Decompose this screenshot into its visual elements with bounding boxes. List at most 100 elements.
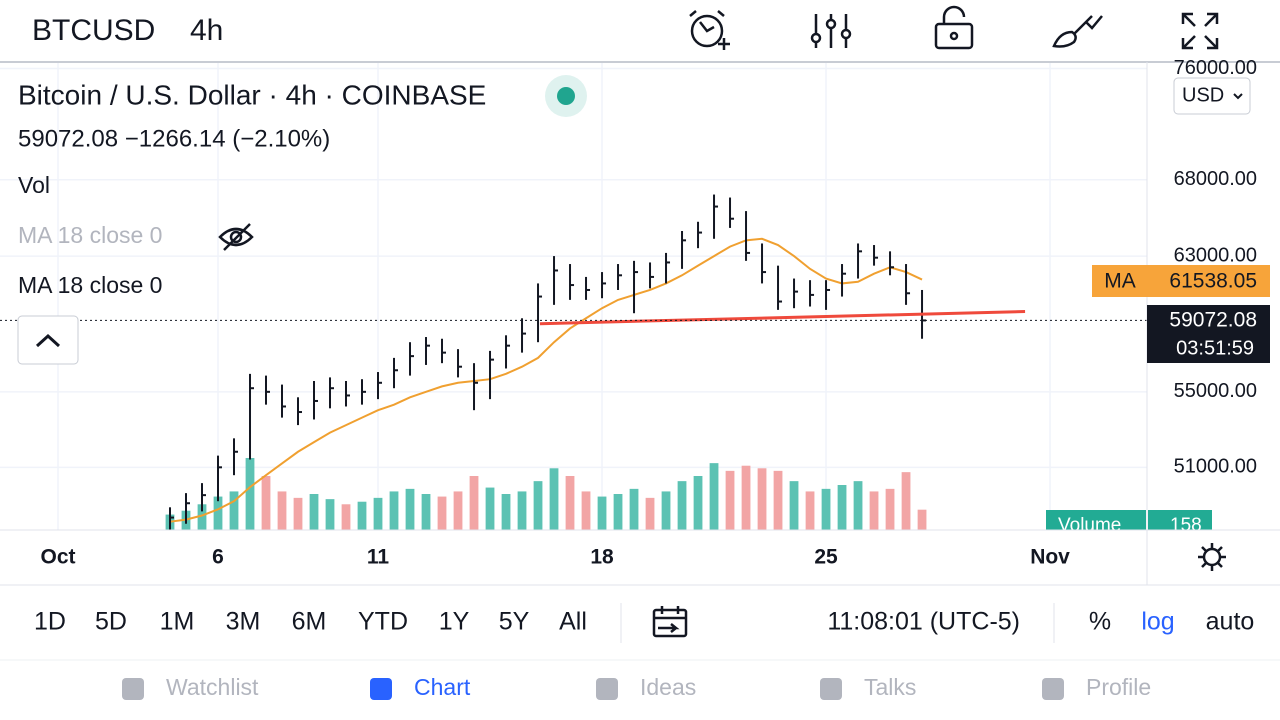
volume-bar — [245, 458, 255, 530]
x-tick-label: 25 — [814, 546, 838, 569]
nav-tab[interactable]: Watchlist — [166, 674, 259, 700]
auto-toggle[interactable]: auto — [1206, 608, 1255, 636]
volume-bar — [549, 468, 559, 530]
vol-legend[interactable]: Vol — [18, 172, 50, 198]
x-tick-label: Nov — [1030, 546, 1070, 569]
nav-icon[interactable] — [370, 678, 392, 700]
range-button[interactable]: 5D — [95, 608, 127, 636]
nav-icon[interactable] — [122, 678, 144, 700]
ma-badge-value: 61538.05 — [1169, 270, 1257, 293]
volume-bar — [597, 496, 607, 530]
range-button[interactable]: 1Y — [439, 608, 470, 636]
volume-bar — [501, 494, 511, 530]
volume-bar — [885, 488, 895, 530]
volume-bar — [645, 497, 655, 530]
volume-bar — [517, 491, 527, 530]
volume-bar — [277, 491, 287, 530]
ma-badge-value-bg — [1148, 265, 1270, 297]
range-button[interactable]: All — [559, 608, 587, 636]
range-button[interactable]: 3M — [226, 608, 261, 636]
time-scale: Oct 6 11 18 25 Nov — [40, 546, 1070, 569]
nav-tab[interactable]: Chart — [414, 674, 471, 700]
volume-pane — [165, 458, 927, 530]
brush-icon[interactable] — [1052, 15, 1103, 48]
market-status — [557, 87, 575, 105]
volume-bar — [213, 496, 223, 530]
nav-tab[interactable]: Profile — [1086, 674, 1151, 700]
currency[interactable]: USD — [1182, 84, 1224, 106]
volume-bar — [453, 491, 463, 530]
symbol[interactable]: BTCUSD — [32, 14, 155, 47]
volume-bar — [293, 497, 303, 530]
currency-select[interactable] — [1173, 77, 1251, 115]
nav-icon[interactable] — [1042, 678, 1064, 700]
volume-bar — [421, 494, 431, 530]
x-tick-label: Oct — [40, 546, 75, 569]
interval[interactable]: 4h — [190, 14, 223, 47]
range-button[interactable]: 6M — [292, 608, 327, 636]
volume-bar — [309, 494, 319, 530]
volume-bar — [853, 481, 863, 530]
volume-bar — [485, 487, 495, 530]
ma-line — [169, 237, 923, 523]
quote: 59072.08 −1266.14 (−2.10%) — [18, 125, 330, 152]
x-tick-label: 18 — [590, 546, 614, 569]
volume-bar — [437, 496, 447, 530]
fullscreen-icon[interactable] — [1181, 12, 1219, 50]
nav-tab[interactable]: Talks — [864, 674, 916, 700]
volume-bar — [261, 476, 271, 530]
countdown: 03:51:59 — [1176, 337, 1254, 359]
hidden-eye-icon[interactable] — [218, 223, 254, 251]
volume-badge-label-bg — [1046, 510, 1146, 530]
indicators-icon[interactable] — [810, 14, 852, 48]
volume-bar — [741, 465, 751, 530]
chart-title: Bitcoin / U.S. Dollar · 4h · COINBASE — [18, 79, 486, 110]
percent-toggle[interactable]: % — [1089, 608, 1111, 636]
y-tick-label: 51000.00 — [1174, 456, 1257, 478]
alarm-icon[interactable] — [689, 10, 730, 50]
nav-icon[interactable] — [820, 678, 842, 700]
range-button[interactable]: 1M — [160, 608, 195, 636]
volume-bar — [837, 485, 847, 530]
volume-bar — [229, 491, 239, 530]
ma-badge-label: MA — [1104, 270, 1136, 293]
goto-date-icon[interactable] — [652, 606, 688, 638]
volume-bar — [709, 463, 719, 530]
volume-bar — [629, 488, 639, 530]
volume-bar — [405, 488, 415, 530]
currency-caret — [1233, 93, 1243, 100]
lock-icon[interactable] — [934, 5, 974, 50]
price-pane — [0, 194, 1147, 530]
trendline — [539, 310, 1026, 326]
volume-bar — [341, 504, 351, 530]
range-button[interactable]: 5Y — [499, 608, 530, 636]
volume-bar — [325, 499, 335, 530]
y-tick-label: 55000.00 — [1174, 380, 1257, 402]
log-toggle[interactable]: log — [1141, 608, 1174, 636]
volume-bar — [389, 491, 399, 530]
volume-bar — [901, 472, 911, 530]
y-tick-label: 76000.00 — [1174, 57, 1257, 79]
volume-badge-value-bg — [1148, 510, 1212, 530]
volume-bar — [773, 470, 783, 530]
volume-bar — [613, 494, 623, 530]
price-badge-value: 59072.08 — [1169, 309, 1257, 332]
y-tick-label: 63000.00 — [1174, 244, 1257, 266]
nav-icon[interactable] — [596, 678, 618, 700]
range-button[interactable]: 1D — [34, 608, 66, 636]
volume-bar — [917, 509, 927, 530]
price-scale: 76000.00 68000.00 63000.00 55000.00 51000.00 — [1174, 57, 1257, 478]
volume-bar — [469, 476, 479, 530]
ma-legend-hidden[interactable]: MA 18 close 0 — [18, 222, 162, 248]
volume-bar — [693, 476, 703, 530]
ma-legend[interactable]: MA 18 close 0 — [18, 272, 162, 298]
volume-bar — [533, 481, 543, 530]
nav-tab[interactable]: Ideas — [640, 674, 696, 700]
collapse-button[interactable] — [17, 315, 79, 365]
settings-icon[interactable] — [1198, 543, 1226, 571]
volume-bar — [789, 481, 799, 530]
volume-bar — [581, 491, 591, 530]
range-button[interactable]: YTD — [358, 608, 408, 636]
clock[interactable]: 11:08:01 (UTC-5) — [827, 608, 1020, 636]
